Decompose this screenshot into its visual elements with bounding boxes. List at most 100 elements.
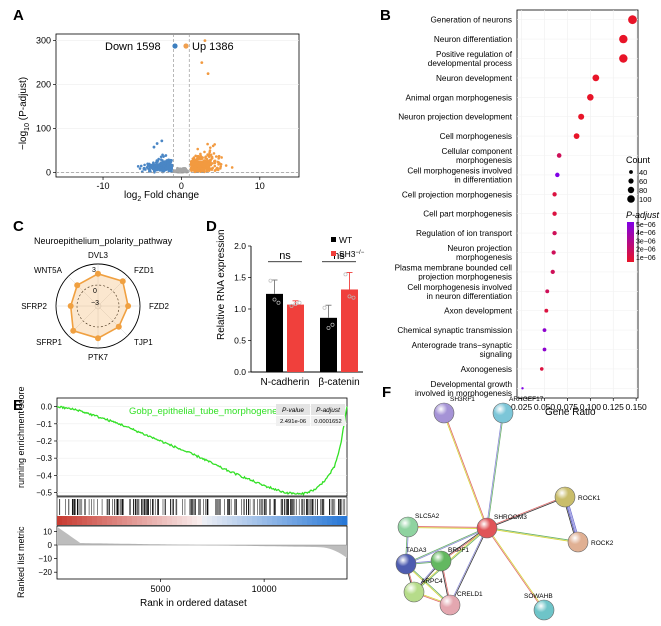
network-nodes: SH3RF1 ARHGEF17 ROCK1 ROCK2 SLC5A2 SHROOM3 TAD… xyxy=(395,396,614,621)
gsea-hit-bars xyxy=(57,499,348,525)
volcano-y-label: −log10 (P-adjust) xyxy=(18,77,31,150)
dotplot-point xyxy=(521,387,524,390)
dotplot-term-label: Animal organ morphogenesis xyxy=(406,93,513,102)
network-node-arpc4 xyxy=(403,581,425,603)
network-edge xyxy=(487,413,504,529)
bar-y-tick-label: 1.5 xyxy=(234,273,246,283)
gsea-rank-strip xyxy=(162,516,168,525)
bar-category-label: N-cadherin xyxy=(261,377,310,388)
dotplot-term-labels: Generation of neurons Neuron differentiat… xyxy=(395,16,513,398)
volcano-point-up xyxy=(213,169,217,172)
volcano-point-down xyxy=(155,159,159,162)
bar xyxy=(320,317,337,372)
gsea-table-value: 0.0001652 xyxy=(314,419,341,425)
bar xyxy=(287,304,304,372)
gsea-rank-strip xyxy=(67,516,73,525)
dotplot-term-label: Cell part morphogenesis xyxy=(423,210,512,219)
radar-axis-label: PTK7 xyxy=(88,353,109,362)
volcano-x-label: log2 Fold change xyxy=(124,190,200,203)
network-node-creld1 xyxy=(439,594,461,616)
gsea-x-tick-label: 5000 xyxy=(151,584,171,594)
volcano-point-up xyxy=(199,154,202,157)
gsea-rank-strip xyxy=(72,516,78,525)
radar-axis-label: SFRP1 xyxy=(36,338,62,347)
gsea-rank-strip xyxy=(287,516,293,525)
legend-up-label: Up 1386 xyxy=(192,41,234,53)
volcano-point-down xyxy=(148,168,151,171)
dotplot-point xyxy=(578,113,585,120)
network-node-label: ARHGEF17 xyxy=(509,396,544,403)
volcano-point-up xyxy=(200,157,204,161)
volcano-point-down xyxy=(159,164,163,167)
network-edge xyxy=(486,412,503,528)
gsea-rank-strip xyxy=(147,516,153,525)
radar-point xyxy=(70,327,77,334)
dotplot-x-tick-label: 0.125 xyxy=(603,402,625,412)
volcano-point-down xyxy=(166,162,170,166)
volcano-point-down xyxy=(138,167,142,170)
network-edge xyxy=(487,497,566,529)
padj-legend-title: P-adjust xyxy=(626,210,660,220)
radar-axis-label: WNT5A xyxy=(34,266,63,275)
dotplot-term-label: in differentiation xyxy=(454,175,512,184)
volcano-frame xyxy=(55,33,300,178)
gsea-plot: 0.0 −0.1 −0.2 −0.3 −0.4 −0.5 10 0 −10 −20 5000 100… xyxy=(16,386,348,609)
bar-replicate-point xyxy=(268,278,273,283)
radar-axis-label: FZD1 xyxy=(134,266,155,275)
bar-replicate-point xyxy=(343,272,348,277)
gsea-table-value: 2.491e-06 xyxy=(280,419,306,425)
volcano-point-down xyxy=(159,161,163,165)
dotplot-term-label: involved in morphogenesis xyxy=(415,389,512,398)
gsea-es-label: running enrichment score xyxy=(16,386,26,488)
volcano-point-outlier xyxy=(152,145,156,149)
gsea-metric-label: Ranked list metric xyxy=(16,526,26,598)
gsea-rank-strip xyxy=(222,516,228,525)
gsea-metric-tick-label: −10 xyxy=(38,555,52,564)
dotplot-term-label: Cell morphogenesis involved xyxy=(407,166,512,175)
network-node-label: BRPF1 xyxy=(448,547,469,554)
count-legend-dot xyxy=(629,170,633,174)
network-node-brpf1 xyxy=(430,550,452,572)
dotplot-term-label: morphogenesis xyxy=(456,253,512,262)
dotplot-term-label: Neuron differentiation xyxy=(434,35,513,44)
gsea-rank-strip xyxy=(117,516,123,525)
volcano-point-up xyxy=(213,161,217,165)
dotplot-point xyxy=(552,211,557,216)
gsea-rank-strip xyxy=(177,516,183,525)
padj-legend-label: 2e−06 xyxy=(636,247,656,254)
volcano-point-down xyxy=(155,167,158,171)
gsea-es-tick-label: −0.4 xyxy=(36,471,52,480)
dotplot-point xyxy=(552,192,557,197)
gsea-rank-strip xyxy=(102,516,108,525)
gsea-table-value-cell xyxy=(311,416,345,426)
threshold-lines xyxy=(56,34,299,177)
panel-letter-f: F xyxy=(382,384,391,401)
volcano-point-down xyxy=(160,168,163,172)
gsea-metric-tick-label: −20 xyxy=(38,568,52,577)
gsea-rank-strip xyxy=(107,516,113,525)
gsea-metric-tick-label: 0 xyxy=(48,541,53,550)
dotplot-term-label: Cell projection morphogenesis xyxy=(402,190,512,199)
dotplot-points xyxy=(521,15,637,390)
gsea-rank-strip xyxy=(182,516,188,525)
network-edge xyxy=(487,527,579,542)
volcano-point-up xyxy=(209,153,213,157)
gsea-rank-strip xyxy=(167,516,173,525)
legend-down-label: Down 1598 xyxy=(105,41,161,53)
radar-spoke xyxy=(68,276,99,307)
volcano-point-up xyxy=(195,160,199,163)
gsea-rank-strip xyxy=(122,516,128,525)
volcano-point-up xyxy=(219,162,223,166)
volcano-point-up xyxy=(214,155,218,158)
gsea-rank-strip xyxy=(277,516,283,525)
radar-ring-label: 0 xyxy=(93,288,97,295)
gsea-rank-strip xyxy=(127,516,133,525)
volcano-y-tick-label: 200 xyxy=(36,80,51,90)
bar-y-tick-label: 2.0 xyxy=(234,241,246,251)
network-node-rock1 xyxy=(554,486,576,508)
dotplot-point xyxy=(573,133,580,139)
count-legend-dot xyxy=(627,195,635,203)
volcano-x-tick-label: -10 xyxy=(97,181,110,191)
bar-legend-label: WT xyxy=(339,235,352,245)
gsea-rank-strip xyxy=(207,516,213,525)
